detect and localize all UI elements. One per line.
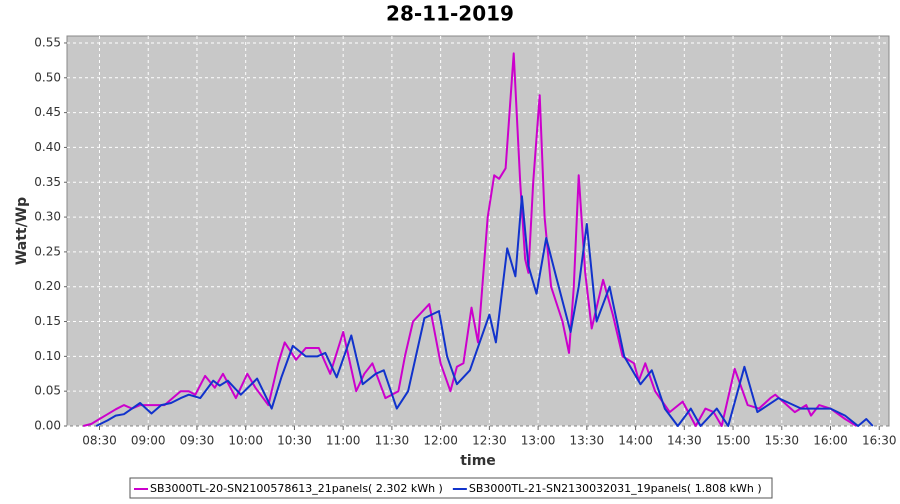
chart-title: 28-11-2019	[386, 2, 514, 26]
legend-label: SB3000TL-21-SN2130032031_19panels( 1.808…	[469, 482, 762, 495]
x-tick-label: 15:00	[716, 434, 751, 448]
y-tick-label: 0.20	[34, 279, 61, 293]
x-tick-label: 08:30	[82, 434, 117, 448]
legend-label: SB3000TL-20-SN2100578613_21panels( 2.302…	[150, 482, 443, 495]
x-tick-label: 15:30	[764, 434, 799, 448]
x-tick-label: 11:00	[326, 434, 361, 448]
x-tick-label: 10:00	[228, 434, 263, 448]
y-tick-label: 0.00	[34, 419, 61, 433]
y-axis-label: Watt/Wp	[14, 197, 30, 265]
y-tick-label: 0.25	[34, 244, 61, 258]
plot-area	[66, 35, 890, 427]
x-tick-label: 14:30	[667, 434, 702, 448]
legend	[129, 477, 773, 499]
y-tick-label: 0.05	[34, 384, 61, 398]
y-tick-label: 0.45	[34, 105, 61, 119]
y-tick-label: 0.10	[34, 349, 61, 363]
x-tick-label: 14:00	[618, 434, 653, 448]
x-tick-label: 09:00	[131, 434, 166, 448]
y-tick-label: 0.50	[34, 70, 61, 84]
series-line	[95, 195, 874, 427]
x-axis-label: time	[460, 453, 496, 469]
y-tick-label: 0.15	[34, 314, 61, 328]
x-tick-label: 13:30	[570, 434, 605, 448]
series-line	[82, 52, 858, 427]
y-tick-label: 0.35	[34, 175, 61, 189]
x-tick-label: 16:00	[813, 434, 848, 448]
x-tick-label: 12:30	[472, 434, 507, 448]
y-tick-label: 0.40	[34, 140, 61, 154]
y-tick-label: 0.55	[34, 35, 61, 49]
x-tick-label: 11:30	[375, 434, 410, 448]
y-tick-label: 0.30	[34, 210, 61, 224]
x-tick-label: 16:30	[862, 434, 897, 448]
x-tick-label: 09:30	[180, 434, 215, 448]
x-tick-label: 12:00	[423, 434, 458, 448]
x-tick-label: 10:30	[277, 434, 312, 448]
x-tick-label: 13:00	[521, 434, 556, 448]
